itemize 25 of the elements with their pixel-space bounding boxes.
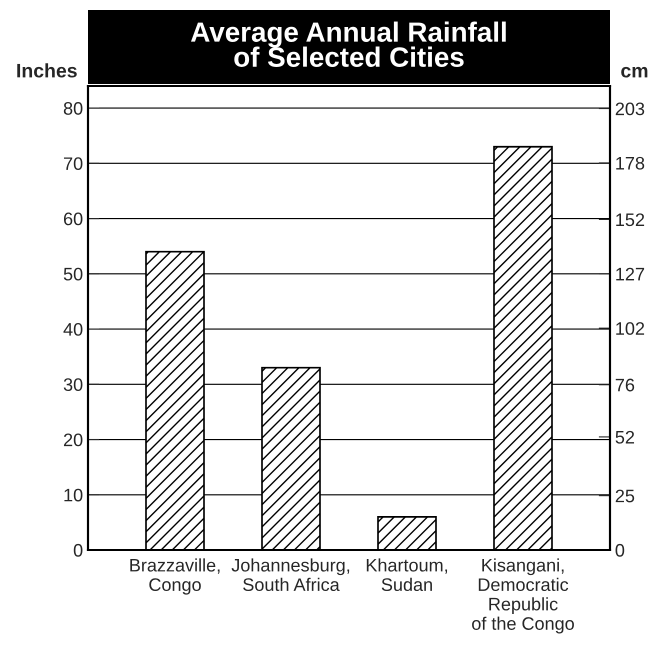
y2-tick-label: 52 [616,430,634,444]
y2-tick-label: 102 [616,322,644,335]
y2-tick-label: 76 [616,378,634,392]
y-tick-label: 10 [64,488,82,502]
y-tick-label: 20 [64,433,82,446]
x-tick-label: Brazzaville, Congo [130,558,220,595]
y2-tick-label: 178 [616,156,644,170]
y2-tick-label: 25 [616,490,634,502]
chart-title: Average Annual Rainfall of Selected Cities [190,22,506,67]
y-tick-label: 40 [63,322,82,336]
y2-axis-title: cm [621,66,648,78]
y-tick-label: 70 [64,157,82,170]
x-tick-label: Kisangani, Democratic Republic of the Congo [472,558,574,634]
y2-tick-label: 152 [616,213,644,226]
y2-tick-label: 203 [616,102,644,116]
y2-tick-label: 0 [616,544,624,557]
y-tick-label: 50 [64,268,82,281]
y-tick-label: 80 [64,102,82,115]
y-axis-title: Inches [17,63,77,78]
y2-tick-label: 127 [616,268,644,280]
y-tick-label: 0 [74,544,82,557]
y-tick-label: 30 [64,378,82,392]
x-tick-label: Khartoum, Sudan [366,558,448,592]
x-tick-label: Johannesburg, South Africa [232,558,350,592]
y-tick-label: 60 [64,212,82,226]
